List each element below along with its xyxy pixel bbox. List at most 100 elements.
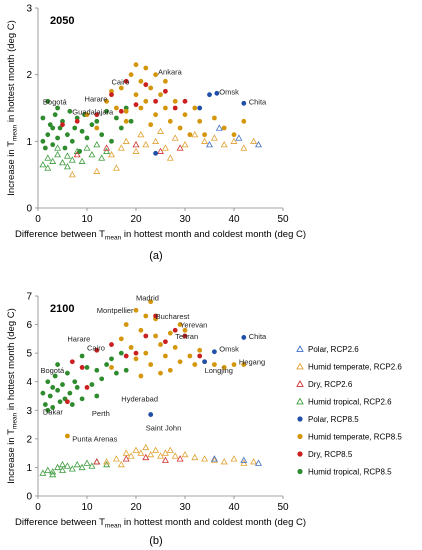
y-tick-label: 7 bbox=[26, 292, 32, 303]
annotation-harare: Harare bbox=[67, 335, 90, 344]
point-humid-tropical-rcp8-5 bbox=[74, 385, 80, 390]
point-humid-temperate-rcp2-6 bbox=[152, 446, 160, 453]
point-dry-rcp8-5 bbox=[182, 98, 188, 104]
point-polar-rcp2-6 bbox=[255, 459, 262, 466]
point-humid-temperate-rcp8-5 bbox=[182, 327, 188, 333]
point-dry-rcp2-6 bbox=[176, 455, 184, 462]
point-humid-tropical-rcp2-6 bbox=[68, 156, 76, 163]
point-polar-rcp2-6 bbox=[215, 124, 223, 131]
point-humid-tropical-rcp8-5 bbox=[94, 393, 100, 399]
point-humid-temperate-rcp8-5 bbox=[153, 112, 159, 118]
point-dry-rcp8-5 bbox=[143, 82, 149, 88]
point-humid-tropical-rcp8-5 bbox=[114, 115, 119, 121]
point-humid-temperate-rcp8-5 bbox=[128, 345, 134, 350]
point-humid-tropical-rcp8-5 bbox=[42, 402, 48, 407]
point-humid-temperate-rcp2-6 bbox=[191, 453, 199, 461]
series-humid-temperate-rcp2-6 bbox=[68, 127, 258, 178]
legend-item-humid-tropical-rcp8-5: Humid tropical, RCP8.5 bbox=[297, 468, 392, 477]
point-humid-temperate-rcp8-5 bbox=[148, 85, 154, 91]
annotation-chita: Chita bbox=[249, 98, 267, 107]
point-polar-rcp8-5 bbox=[241, 100, 247, 106]
annotation-omsk: Omsk bbox=[219, 88, 239, 97]
point-dry-rcp8-5 bbox=[109, 342, 114, 347]
point-humid-temperate-rcp8-5 bbox=[148, 299, 154, 305]
point-humid-temperate-rcp8-5 bbox=[138, 373, 144, 379]
point-humid-temperate-rcp8-5 bbox=[65, 433, 70, 439]
point-humid-tropical-rcp8-5 bbox=[55, 362, 60, 367]
point-dry-rcp8-5 bbox=[133, 350, 139, 356]
point-dry-rcp2-6 bbox=[132, 141, 140, 148]
point-humid-temperate-rcp8-5 bbox=[167, 367, 173, 373]
legend-label: Dry, RCP8.5 bbox=[308, 450, 353, 459]
point-humid-tropical-rcp8-5 bbox=[67, 390, 73, 396]
legend-label: Humid tropical, RCP8.5 bbox=[308, 468, 392, 477]
point-dry-rcp8-5 bbox=[123, 78, 129, 84]
series-humid-temperate-rcp8-5 bbox=[65, 299, 247, 439]
point-humid-tropical-rcp8-5 bbox=[50, 142, 56, 148]
legend-label: Polar, RCP2.6 bbox=[308, 345, 359, 354]
point-humid-tropical-rcp8-5 bbox=[84, 365, 90, 370]
point-humid-temperate-rcp8-5 bbox=[167, 330, 173, 336]
point-polar-rcp2-6 bbox=[210, 455, 218, 462]
point-humid-temperate-rcp8-5 bbox=[133, 307, 139, 313]
point-humid-temperate-rcp8-5 bbox=[182, 112, 188, 118]
legend-item-humid-temperate-rcp8-5: Humid temperate, RCP8.5 bbox=[297, 433, 402, 442]
legend-item-humid-temperate-rcp2-6: Humid temperate, RCP2.6 bbox=[296, 363, 402, 372]
y-tick-label: 0 bbox=[26, 204, 32, 215]
series-dry-rcp2-6 bbox=[73, 141, 184, 158]
point-humid-tropical-rcp8-5 bbox=[109, 356, 114, 362]
point-humid-tropical-rcp8-5 bbox=[104, 108, 109, 114]
point-humid-temperate-rcp2-6 bbox=[132, 147, 140, 154]
point-humid-tropical-rcp8-5 bbox=[60, 382, 65, 387]
point-humid-temperate-rcp8-5 bbox=[177, 322, 183, 327]
point-humid-tropical-rcp2-6 bbox=[54, 463, 62, 471]
x-tick-label: 20 bbox=[130, 214, 142, 225]
point-humid-tropical-rcp8-5 bbox=[104, 362, 109, 367]
point-polar-rcp8-5 bbox=[212, 349, 217, 355]
point-dry-rcp8-5 bbox=[69, 359, 75, 365]
point-humid-temperate-rcp2-6 bbox=[161, 144, 169, 151]
legend-item-dry-rcp8-5: Dry, RCP8.5 bbox=[297, 450, 353, 459]
point-humid-temperate-rcp8-5 bbox=[138, 78, 144, 84]
point-humid-tropical-rcp2-6 bbox=[49, 468, 57, 475]
point-dry-rcp8-5 bbox=[143, 333, 149, 339]
x-tick-label: 20 bbox=[130, 502, 142, 513]
series-dry-rcp2-6 bbox=[93, 453, 184, 465]
legend-item-humid-tropical-rcp2-6: Humid tropical, RCP2.6 bbox=[296, 398, 392, 407]
point-humid-tropical-rcp8-5 bbox=[57, 399, 63, 405]
legend-label: Dry, RCP2.6 bbox=[308, 380, 353, 389]
point-humid-temperate-rcp8-5 bbox=[187, 132, 193, 138]
series-polar-rcp8-5 bbox=[148, 335, 247, 417]
point-humid-temperate-rcp2-6 bbox=[93, 167, 101, 174]
point-humid-temperate-rcp8-5 bbox=[172, 345, 178, 350]
annotation-bucharest: Bucharest bbox=[156, 312, 191, 321]
point-humid-temperate-rcp8-5 bbox=[192, 362, 198, 367]
point-humid-tropical-rcp8-5 bbox=[99, 132, 105, 138]
point-humid-tropical-rcp8-5 bbox=[128, 118, 134, 124]
point-humid-tropical-rcp2-6 bbox=[59, 159, 66, 166]
caption-a: (a) bbox=[149, 250, 162, 262]
point-humid-tropical-rcp2-6 bbox=[49, 470, 57, 478]
point-humid-tropical-rcp8-5 bbox=[45, 379, 51, 385]
annotation-saint-john: Saint John bbox=[146, 423, 181, 432]
point-humid-temperate-rcp8-5 bbox=[118, 336, 124, 342]
point-humid-tropical-rcp8-5 bbox=[57, 125, 63, 131]
x-axis-label: Difference between Tmean in hottest mont… bbox=[15, 517, 306, 530]
point-humid-temperate-rcp2-6 bbox=[171, 134, 179, 141]
point-humid-tropical-rcp8-5 bbox=[67, 108, 73, 114]
point-humid-temperate-rcp2-6 bbox=[127, 452, 135, 459]
point-humid-tropical-rcp8-5 bbox=[89, 382, 95, 387]
point-humid-temperate-rcp2-6 bbox=[230, 137, 238, 144]
point-humid-tropical-rcp8-5 bbox=[40, 138, 46, 144]
point-humid-temperate-rcp2-6 bbox=[181, 141, 189, 148]
point-humid-tropical-rcp8-5 bbox=[77, 148, 83, 154]
annotation-montpellier: Montpellier bbox=[97, 306, 134, 315]
point-humid-temperate-rcp8-5 bbox=[158, 370, 163, 376]
point-polar-rcp2-6 bbox=[206, 141, 213, 148]
point-humid-tropical-rcp2-6 bbox=[103, 147, 111, 154]
point-humid-tropical-rcp8-5 bbox=[45, 98, 51, 104]
point-humid-tropical-rcp2-6 bbox=[39, 161, 47, 168]
point-dry-rcp8-5 bbox=[182, 333, 188, 339]
point-dry-rcp8-5 bbox=[94, 112, 100, 118]
